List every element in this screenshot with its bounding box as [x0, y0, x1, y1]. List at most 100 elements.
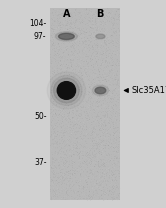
Point — [81, 41, 83, 45]
Point — [75, 42, 78, 46]
Point — [71, 49, 74, 52]
Point — [87, 187, 89, 191]
Point — [85, 57, 88, 60]
Point — [95, 57, 98, 61]
Point — [98, 42, 101, 46]
Point — [71, 153, 74, 156]
Point — [100, 61, 102, 64]
Point — [116, 168, 119, 172]
Point — [60, 177, 62, 180]
Point — [102, 147, 104, 150]
Point — [102, 14, 104, 17]
Point — [73, 180, 76, 183]
Point — [64, 197, 66, 200]
Point — [69, 92, 72, 95]
Point — [99, 13, 101, 16]
Point — [114, 62, 117, 65]
Point — [67, 179, 70, 182]
Point — [97, 65, 99, 68]
Point — [83, 161, 85, 165]
Point — [104, 99, 107, 102]
Point — [76, 128, 79, 131]
Point — [103, 42, 106, 45]
Point — [112, 88, 115, 91]
Point — [99, 62, 101, 66]
Point — [116, 70, 118, 73]
Point — [103, 35, 105, 39]
Point — [91, 41, 94, 45]
Point — [50, 71, 53, 74]
Point — [98, 91, 101, 94]
Point — [82, 192, 85, 195]
Point — [56, 102, 59, 105]
Point — [109, 90, 112, 94]
Point — [94, 71, 97, 74]
Point — [113, 146, 116, 150]
Point — [101, 68, 104, 71]
Point — [108, 109, 111, 113]
Point — [113, 117, 116, 120]
Point — [99, 109, 102, 113]
Point — [94, 170, 96, 173]
Point — [103, 41, 105, 45]
Point — [49, 77, 51, 80]
Point — [56, 13, 59, 16]
Point — [94, 88, 97, 91]
Point — [73, 149, 76, 152]
Point — [86, 31, 89, 34]
Point — [51, 146, 53, 149]
Point — [90, 52, 93, 56]
Point — [85, 30, 87, 33]
Point — [85, 155, 88, 158]
Point — [79, 76, 82, 79]
Point — [65, 93, 68, 96]
Point — [118, 123, 121, 126]
Point — [66, 88, 68, 91]
Point — [112, 44, 115, 47]
Point — [83, 64, 86, 67]
Point — [77, 68, 80, 72]
Point — [91, 140, 94, 143]
Point — [55, 38, 58, 41]
Point — [103, 59, 106, 62]
Point — [117, 160, 120, 163]
Point — [89, 11, 92, 14]
Point — [112, 195, 114, 198]
Point — [59, 108, 62, 111]
Point — [107, 140, 110, 144]
Point — [108, 41, 111, 44]
Point — [112, 113, 115, 116]
Point — [85, 170, 88, 173]
Point — [91, 147, 94, 150]
Point — [56, 164, 59, 167]
Point — [88, 25, 91, 29]
Point — [116, 30, 119, 33]
Point — [84, 39, 87, 42]
Point — [65, 130, 68, 133]
Point — [105, 110, 108, 114]
Point — [99, 106, 102, 110]
Point — [117, 12, 119, 16]
Point — [69, 53, 71, 56]
Point — [64, 158, 67, 162]
Point — [88, 96, 91, 100]
Point — [64, 152, 67, 155]
Point — [87, 77, 89, 80]
Point — [91, 30, 94, 33]
Point — [108, 97, 111, 100]
Point — [118, 119, 121, 122]
Point — [84, 179, 87, 182]
Point — [110, 197, 113, 200]
Point — [65, 25, 68, 29]
Point — [106, 184, 108, 187]
Point — [77, 33, 80, 36]
Point — [74, 143, 77, 146]
Point — [49, 188, 51, 192]
Point — [54, 141, 57, 145]
Point — [99, 179, 102, 182]
Point — [68, 128, 71, 131]
Point — [51, 113, 54, 116]
Point — [91, 44, 94, 47]
Point — [75, 65, 78, 68]
Point — [92, 175, 94, 178]
